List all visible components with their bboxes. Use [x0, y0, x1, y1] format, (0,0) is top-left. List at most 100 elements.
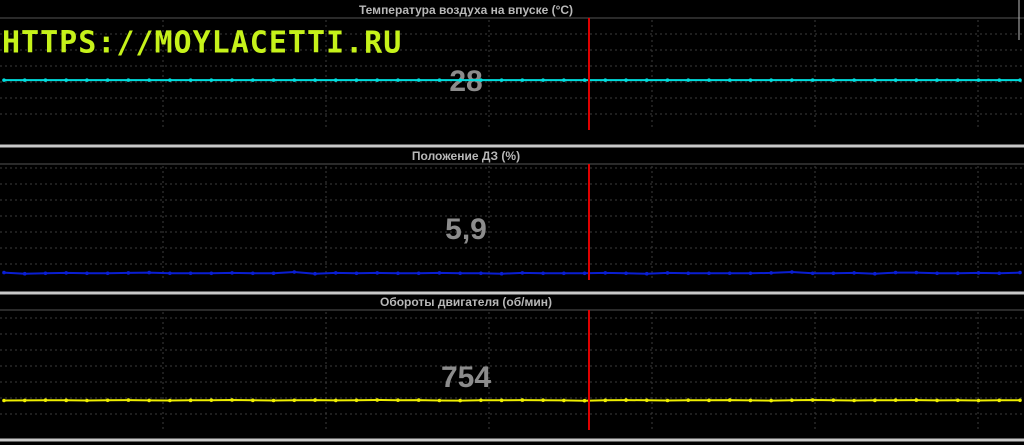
data-point [831, 398, 836, 402]
data-point [168, 271, 172, 276]
data-point [1018, 78, 1022, 82]
data-point [955, 78, 960, 82]
data-point [188, 398, 193, 403]
chart-title: Обороты двигателя (об/мин) [380, 295, 552, 309]
data-point [251, 271, 255, 276]
data-point [85, 78, 89, 82]
data-point [873, 78, 877, 82]
data-point [85, 398, 89, 403]
data-point [644, 398, 649, 403]
data-point [831, 271, 836, 276]
data-point [2, 398, 6, 403]
data-point [997, 78, 1002, 82]
watermark: HTTPS://MOYLACETTI.RU [2, 26, 402, 61]
data-point [955, 271, 960, 276]
data-point [437, 271, 442, 275]
data-point [686, 271, 691, 276]
data-point [396, 271, 400, 276]
data-point [769, 271, 773, 275]
data-point [437, 398, 442, 403]
data-point [541, 78, 545, 82]
data-point [562, 78, 566, 82]
current-value: 754 [441, 361, 491, 394]
data-point [458, 78, 462, 82]
data-point [251, 398, 255, 403]
data-point [686, 78, 691, 82]
data-point [375, 271, 380, 275]
data-point [997, 271, 1002, 276]
data-point [873, 271, 877, 276]
data-point [313, 78, 317, 82]
data-point [416, 271, 421, 276]
data-point [769, 398, 773, 403]
data-point [375, 78, 380, 82]
data-point [479, 78, 483, 82]
data-point [105, 398, 110, 403]
data-point [624, 398, 628, 402]
data-point [333, 271, 338, 275]
data-point [852, 271, 856, 275]
data-point [375, 398, 380, 402]
data-point [541, 271, 545, 276]
data-point [22, 271, 27, 276]
data-point [313, 271, 317, 276]
data-point [188, 78, 193, 82]
data-point [790, 270, 794, 274]
data-point [727, 78, 732, 82]
data-point [810, 78, 815, 82]
data-point [271, 78, 276, 82]
data-point [271, 271, 276, 276]
data-line [3, 398, 1020, 402]
data-point [914, 78, 919, 82]
data-point [541, 398, 545, 402]
data-point [64, 271, 69, 275]
data-point [582, 271, 587, 276]
data-point [810, 271, 815, 276]
data-point [893, 270, 898, 275]
data-point [727, 398, 732, 402]
data-point [1018, 398, 1022, 403]
data-point [935, 398, 939, 403]
data-point [209, 398, 214, 402]
data-point [85, 271, 89, 276]
data-point [499, 271, 504, 276]
data-point [354, 78, 359, 82]
data-point [810, 398, 815, 402]
data-point [251, 78, 255, 82]
data-point [748, 398, 753, 403]
data-point [520, 271, 525, 275]
data-point [126, 271, 131, 275]
data-point [396, 398, 400, 402]
data-point [292, 270, 297, 274]
data-point [603, 78, 608, 82]
data-point [396, 78, 400, 82]
data-point [43, 78, 48, 82]
data-point [873, 398, 877, 403]
data-point [230, 271, 234, 275]
data-point [209, 78, 214, 82]
data-point [188, 271, 193, 276]
data-point [230, 78, 234, 82]
data-point [997, 398, 1002, 403]
data-point [603, 271, 608, 275]
data-point [292, 398, 297, 403]
data-point [603, 398, 608, 403]
data-point [582, 78, 587, 82]
data-point [624, 271, 628, 276]
data-point [562, 271, 566, 276]
data-point [230, 398, 234, 402]
data-point [416, 398, 421, 402]
data-point [976, 271, 981, 275]
data-point [955, 398, 960, 403]
data-point [707, 78, 711, 82]
data-point [707, 271, 711, 276]
data-point [168, 78, 172, 82]
data-point [914, 270, 919, 275]
data-point [520, 78, 525, 82]
data-point [976, 398, 981, 403]
data-point [790, 78, 794, 82]
data-point [582, 398, 587, 403]
data-point [790, 398, 794, 403]
data-point [707, 398, 711, 403]
data-point [2, 78, 6, 82]
